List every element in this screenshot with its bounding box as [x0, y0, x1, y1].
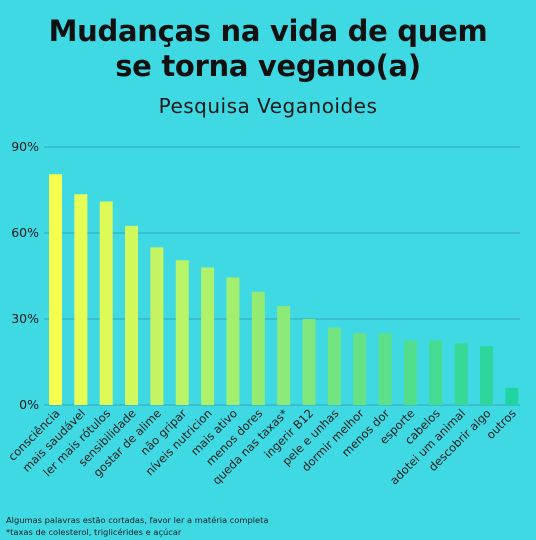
bar: [353, 333, 367, 405]
bar: [226, 277, 240, 405]
bar: [479, 346, 493, 405]
chart-title-line-2: se torna vegano(a): [115, 49, 421, 83]
bar: [302, 319, 316, 405]
bar: [175, 260, 189, 405]
footnote-cut-words: Algumas palavras estão cortadas, favor l…: [6, 515, 269, 525]
bar: [251, 291, 265, 405]
bar: [74, 194, 88, 405]
bar: [429, 340, 443, 405]
chart-subtitle: Pesquisa Veganoides: [158, 94, 378, 118]
bar: [378, 333, 392, 405]
y-tick-label: 0%: [19, 397, 39, 412]
bar: [49, 174, 62, 405]
y-tick-label: 30%: [11, 311, 39, 326]
bar: [403, 340, 417, 405]
chart-title: Mudanças na vida de quem se torna vegano…: [0, 14, 536, 84]
bar: [505, 387, 519, 405]
bar: [150, 247, 164, 405]
footnote-rates: *taxas de colesterol, triglicérides e aç…: [6, 527, 182, 537]
bar: [201, 267, 215, 405]
footnotes: Algumas palavras estão cortadas, favor l…: [6, 514, 268, 538]
bar: [99, 201, 113, 405]
y-tick-label: 60%: [11, 225, 39, 240]
bar: [454, 343, 468, 405]
bar: [327, 327, 341, 405]
bar: [125, 225, 139, 405]
chart-title-line-1: Mudanças na vida de quem: [48, 14, 488, 48]
y-tick-label: 90%: [11, 139, 39, 154]
bar: [277, 306, 291, 405]
